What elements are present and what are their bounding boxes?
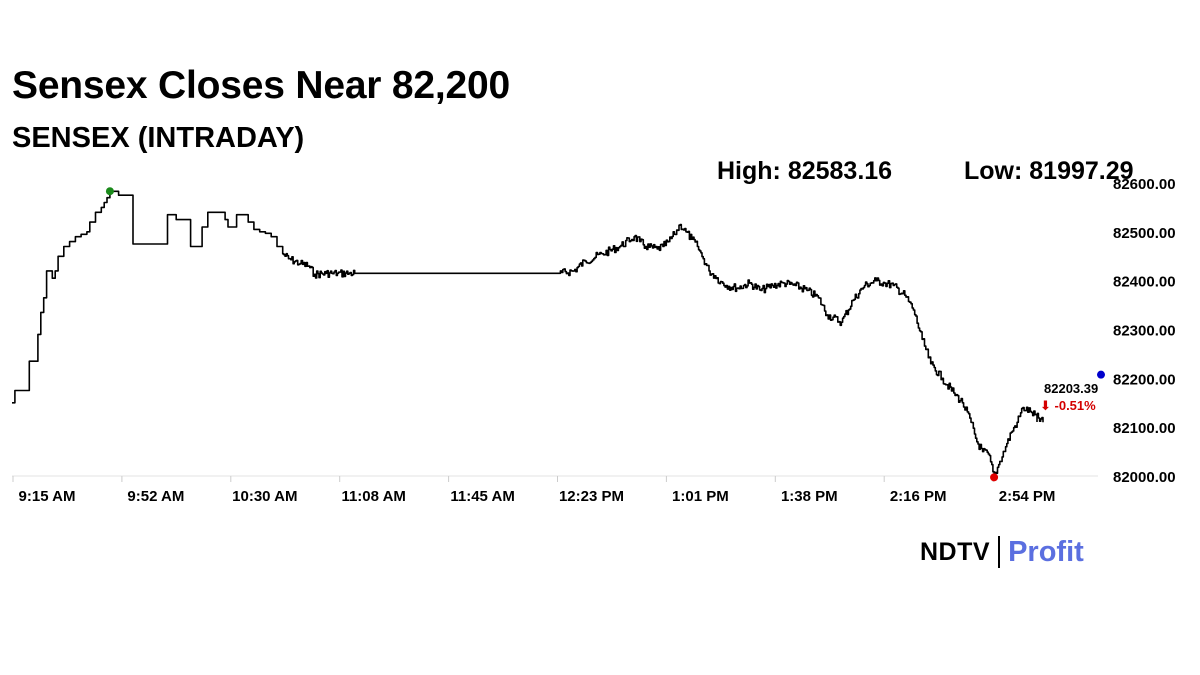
- y-tick-label: 82400.00: [1113, 274, 1176, 291]
- y-tick-label: 82000.00: [1113, 469, 1176, 486]
- x-tick-label: 2:54 PM: [999, 488, 1056, 505]
- x-tick-label: 9:15 AM: [19, 488, 76, 505]
- y-tick-label: 82100.00: [1113, 420, 1176, 437]
- x-tick-label: 1:38 PM: [781, 488, 838, 505]
- x-tick-label: 11:08 AM: [341, 488, 405, 505]
- high-point-marker: [105, 187, 114, 196]
- x-tick-label: 2:16 PM: [890, 488, 947, 505]
- x-tick-label: 12:23 PM: [559, 488, 624, 505]
- last-price-label: 82203.39: [1044, 381, 1099, 396]
- brand-logo: NDTV Profit: [920, 532, 1084, 572]
- x-tick-label: 9:52 AM: [127, 488, 184, 505]
- day-high-label: High: 82583.16: [717, 157, 893, 185]
- chart-title: Sensex Closes Near 82,200: [12, 64, 511, 107]
- x-tick-label: 11:45 AM: [450, 488, 514, 505]
- brand-divider: [998, 536, 1001, 568]
- chart-subtitle: SENSEX (INTRADAY): [12, 122, 305, 154]
- profit-wordmark: Profit: [1008, 535, 1084, 568]
- price-line: [12, 190, 1044, 478]
- last-price-marker: [1097, 370, 1105, 379]
- day-low-label: Low: 81997.29: [964, 157, 1134, 185]
- y-tick-label: 82600.00: [1113, 176, 1176, 193]
- percent-change-label: ⬇ -0.51%: [1040, 398, 1096, 413]
- x-tick-label: 1:01 PM: [672, 488, 729, 505]
- y-tick-label: 82300.00: [1113, 323, 1176, 340]
- low-point-marker: [990, 473, 999, 482]
- y-tick-label: 82200.00: [1113, 371, 1176, 388]
- y-tick-label: 82500.00: [1113, 225, 1176, 242]
- ndtv-wordmark: NDTV: [920, 537, 991, 566]
- x-tick-label: 10:30 AM: [232, 488, 297, 505]
